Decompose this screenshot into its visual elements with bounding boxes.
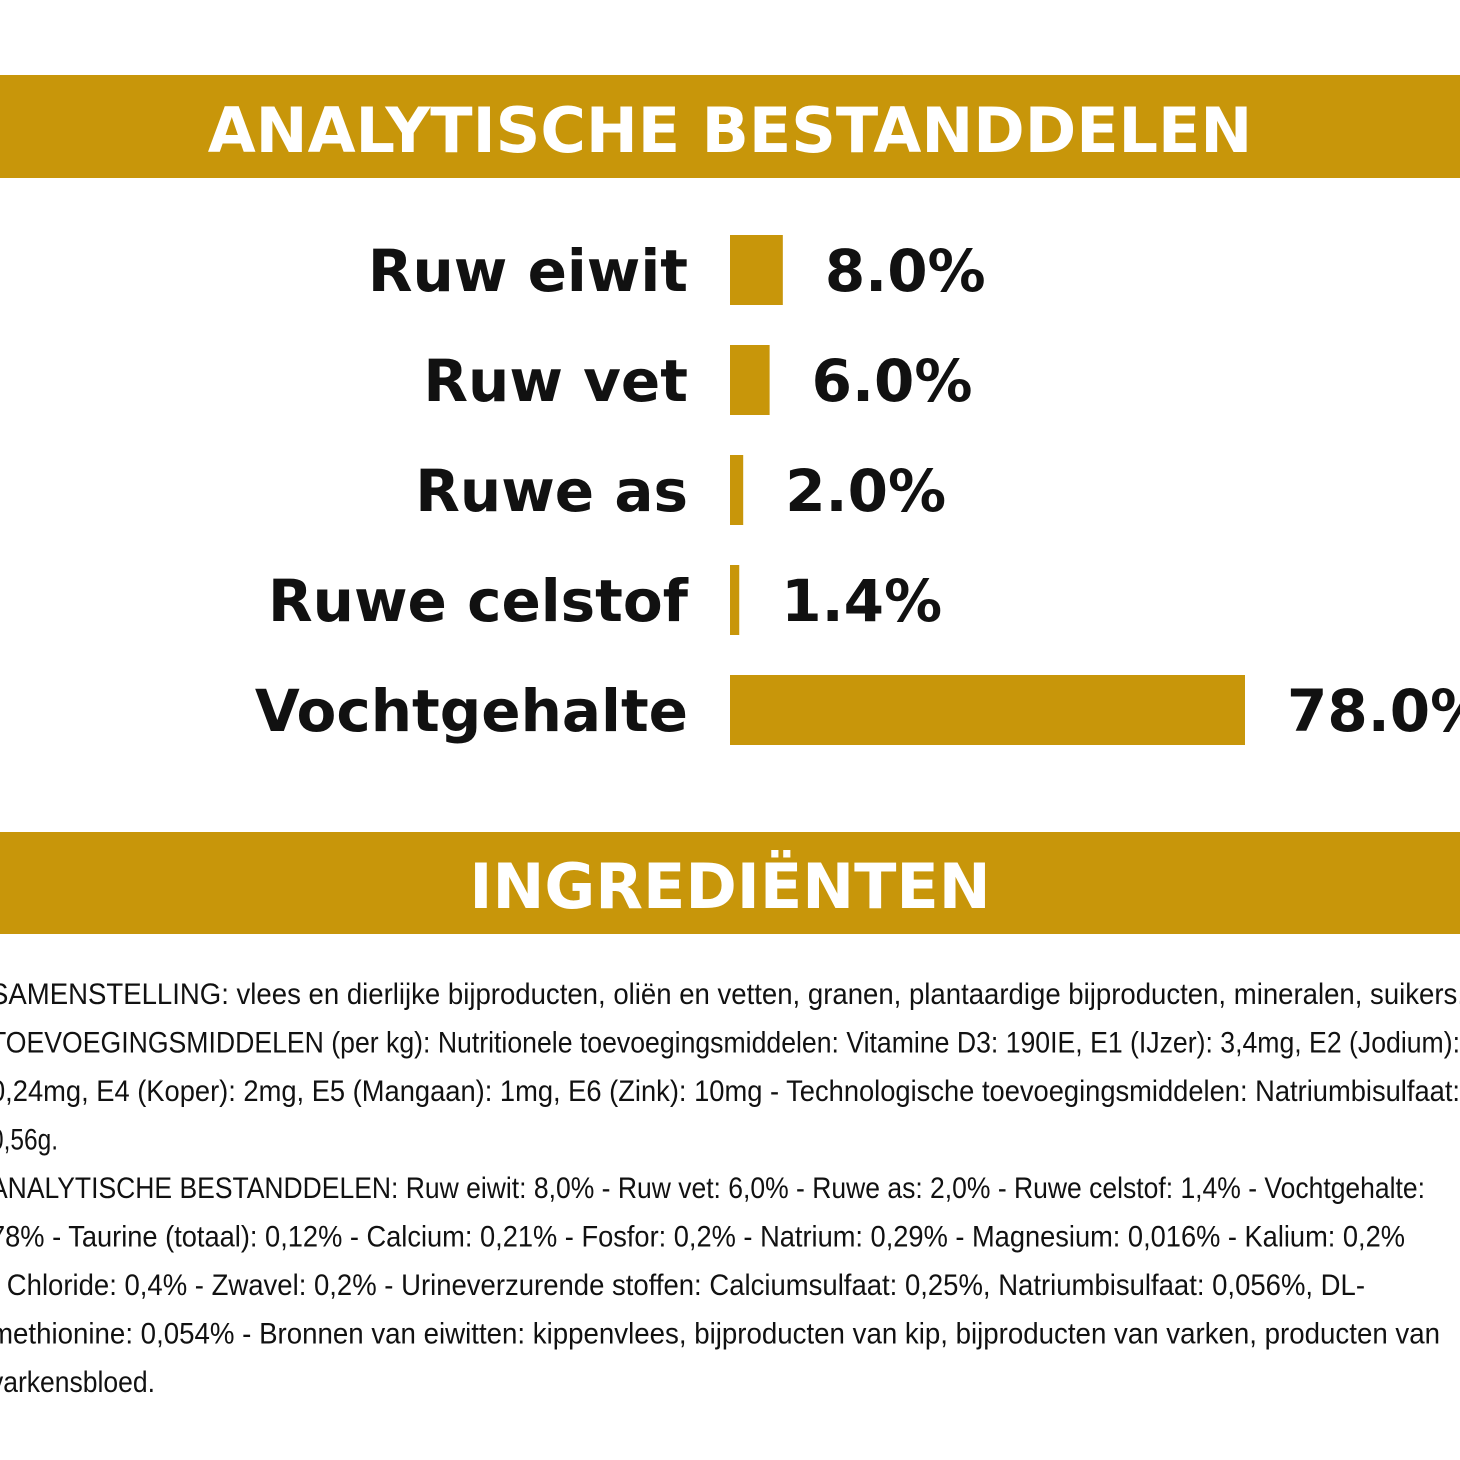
value-label: 6.0%: [812, 347, 973, 415]
category-label: Ruw eiwit: [368, 237, 688, 305]
bar: [730, 675, 1245, 745]
ingredient-line: varkensbloed.: [0, 1366, 155, 1399]
ingredient-line: 0,56g.: [0, 1124, 58, 1157]
category-label: Ruwe celstof: [268, 567, 689, 635]
value-label: 8.0%: [825, 237, 986, 305]
value-label: 78.0%: [1287, 677, 1460, 745]
ingredient-line: SAMENSTELLING: vlees en dierlijke bijpro…: [0, 978, 1460, 1011]
header-band: [0, 75, 1460, 178]
ingredient-line: 0,24mg, E4 (Koper): 2mg, E5 (Mangaan): 1…: [0, 1075, 1460, 1108]
bar: [730, 565, 740, 635]
bar: [730, 345, 770, 415]
category-label: Ruw vet: [423, 347, 688, 415]
ingredient-line: ANALYTISCHE BESTANDDELEN: Ruw eiwit: 8,0…: [0, 1172, 1425, 1205]
header-band: [0, 832, 1460, 934]
value-label: 2.0%: [785, 457, 946, 525]
ingredient-line: - Chloride: 0,4% - Zwavel: 0,2% - Urinev…: [0, 1269, 1365, 1302]
ingredient-line: methionine: 0,054% - Bronnen van eiwitte…: [0, 1318, 1440, 1351]
ingredient-line: 78% - Taurine (totaal): 0,12% - Calcium:…: [0, 1221, 1405, 1254]
chart-title: ANALYTISCHE BESTANDDELEN: [208, 94, 1253, 167]
bar: [730, 235, 783, 305]
section-title: INGREDIËNTEN: [469, 850, 990, 923]
value-label: 1.4%: [781, 567, 942, 635]
ingredient-line: TOEVOEGINGSMIDDELEN (per kg): Nutritione…: [0, 1027, 1460, 1060]
bar: [730, 455, 744, 525]
category-label: Vochtgehalte: [255, 677, 688, 745]
category-label: Ruwe as: [415, 457, 688, 525]
